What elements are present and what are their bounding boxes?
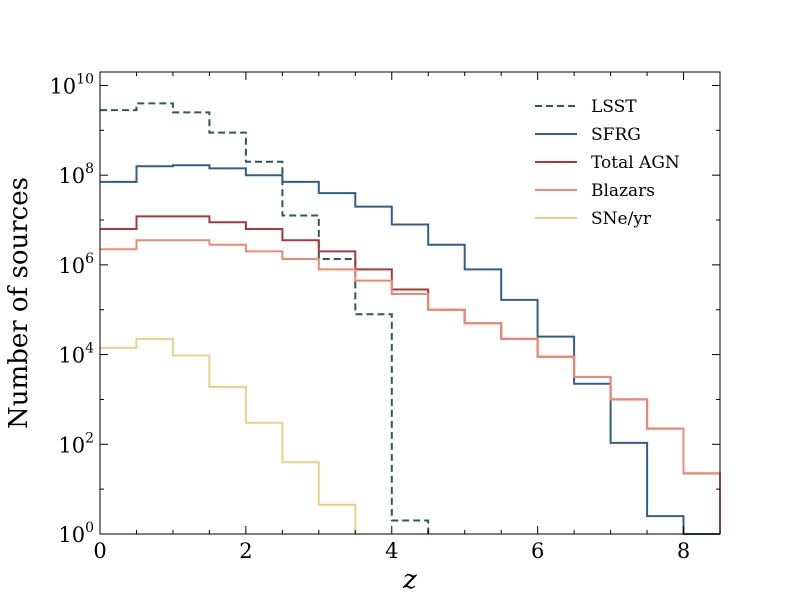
x-axis-label: z <box>402 565 417 595</box>
y-tick-label: 108 <box>58 161 94 188</box>
series-lsst <box>100 102 430 534</box>
y-tick-label: 100 <box>58 520 94 547</box>
legend-label-blazars: Blazars <box>591 181 655 201</box>
axes-frame <box>99 71 721 535</box>
y-tick-label: 102 <box>58 430 94 457</box>
x-tick-label: 4 <box>385 539 398 563</box>
x-tick-label: 2 <box>239 539 252 563</box>
legend-label-lsst: LSST <box>591 97 637 117</box>
y-tick-label: 104 <box>58 341 94 368</box>
series-sfrg <box>100 164 720 535</box>
y-tick-label: 106 <box>58 251 94 278</box>
ticks-layer: 0 2 4 6 8 100 102 104 106 108 1010 <box>49 71 721 563</box>
y-axis-label: Number of sources <box>4 177 34 429</box>
legend: LSST SFRG Total AGN Blazars SNe/yr <box>535 97 680 229</box>
series-layer <box>100 102 721 535</box>
x-tick-label: 0 <box>93 539 106 563</box>
y-tick-label: 1010 <box>49 71 94 98</box>
series-blazars <box>100 239 721 534</box>
x-tick-label: 8 <box>677 539 690 563</box>
x-tick-label: 6 <box>531 539 544 563</box>
legend-label-sne-yr: SNe/yr <box>591 209 652 229</box>
legend-label-total-agn: Total AGN <box>591 153 680 173</box>
series-sne-yr <box>100 337 357 534</box>
legend-label-sfrg: SFRG <box>591 125 641 145</box>
